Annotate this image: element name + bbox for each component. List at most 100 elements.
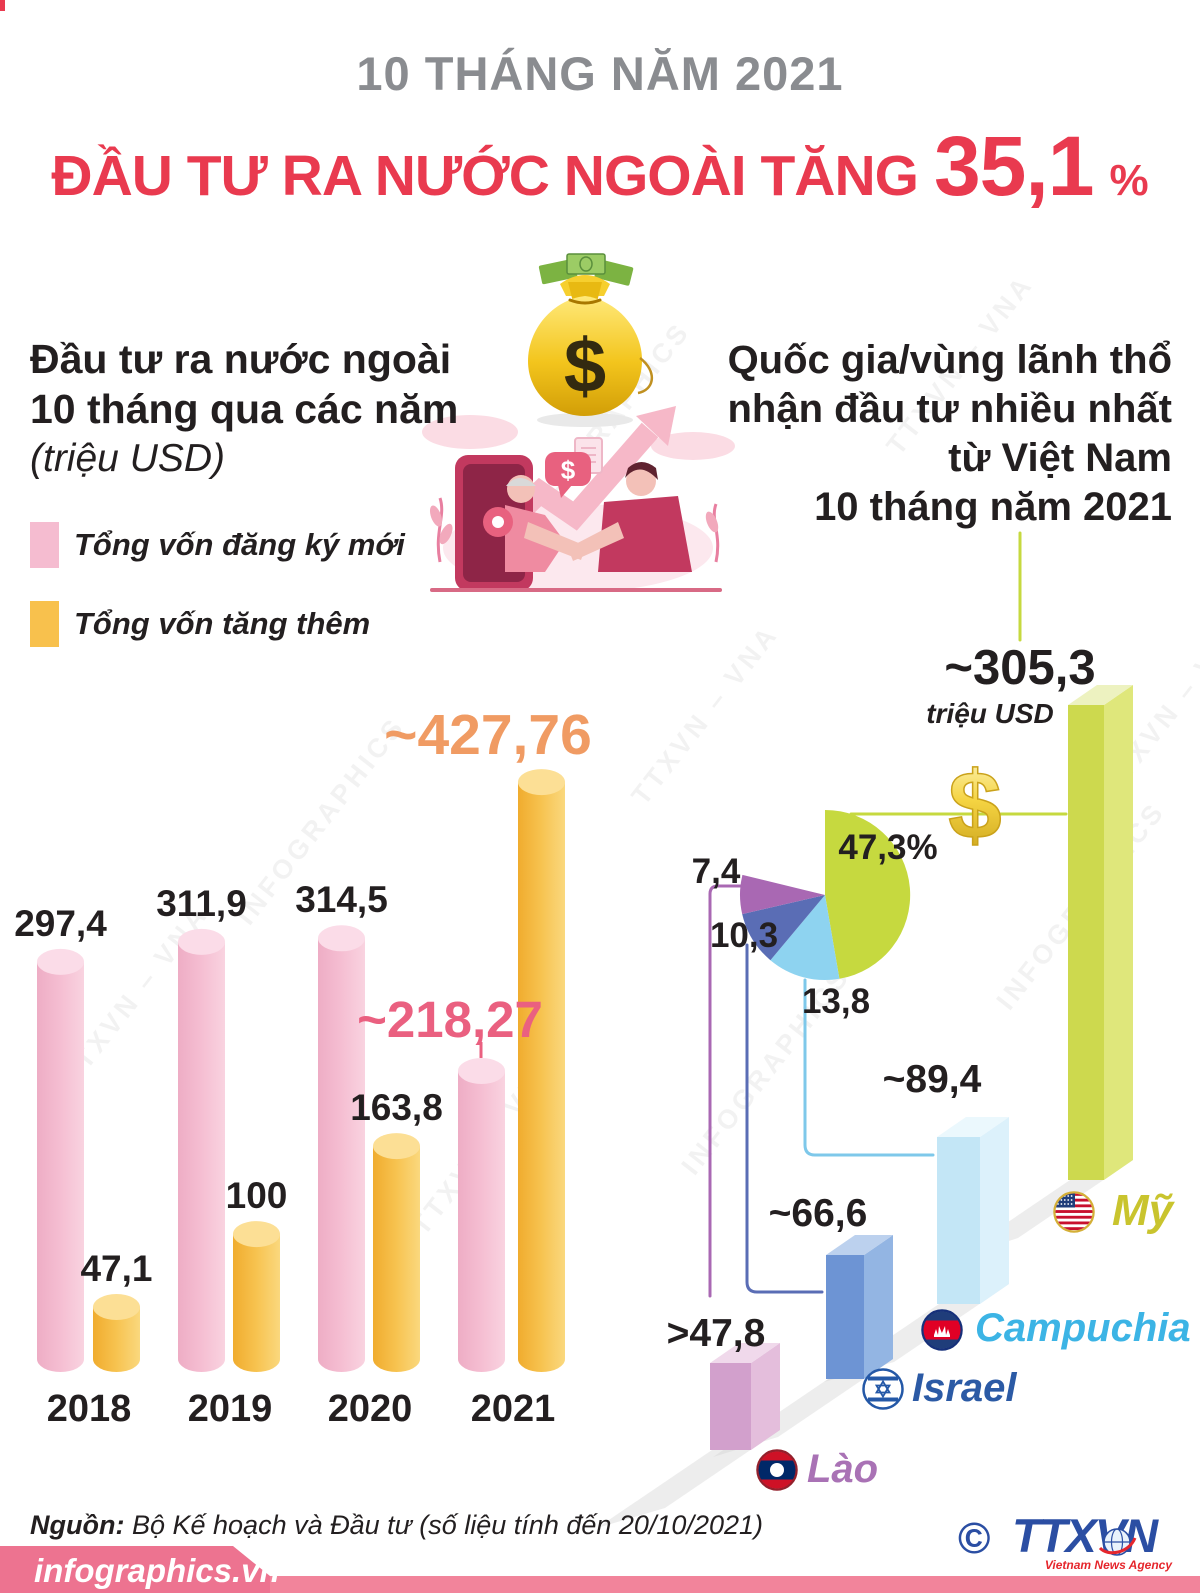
bar-value-label: 314,5 [295, 879, 388, 921]
pie-slice [742, 895, 825, 961]
bar-cylinder-bottom [318, 1346, 365, 1372]
bar-cylinder-body [318, 938, 365, 1359]
connector-line [803, 978, 935, 1157]
bar-cylinder-bottom [458, 1346, 505, 1372]
pie-slice [770, 895, 840, 981]
bar-cylinder-cap [178, 928, 225, 955]
bar-cylinder-bottom [233, 1346, 280, 1372]
headline-text: ĐẦU TƯ RA NƯỚC NGOÀI TĂNG [51, 144, 919, 208]
legend-item-added-capital: Tổng vốn tăng thêm [30, 601, 370, 647]
bar-3d-side [1104, 685, 1133, 1180]
footer-banner [0, 1546, 270, 1593]
bar-cylinder-cap [318, 925, 365, 952]
bar-value-label: 100 [225, 1175, 288, 1217]
headline-value: 35,1 [933, 119, 1094, 213]
left-chart-title: Đầu tư ra nước ngoài 10 tháng qua các nă… [30, 334, 458, 434]
bar-3d-side [980, 1117, 1009, 1304]
left-chart-unit: (triệu USD) [30, 437, 226, 480]
connector-line [745, 943, 824, 1294]
bar-3d-top [1068, 685, 1133, 705]
country-name-label: Mỹ [1112, 1186, 1174, 1235]
left-chart-title-line1: Đầu tư ra nước ngoài [30, 336, 452, 382]
page-headline: ĐẦU TƯ RA NƯỚC NGOÀI TĂNG 35,1 % [0, 118, 1200, 215]
bar-cylinder-body [458, 1071, 505, 1359]
cash-notes-icon [538, 253, 634, 286]
bar-value-label: 311,9 [156, 882, 247, 924]
legend-label: Tổng vốn tăng thêm [74, 606, 371, 641]
corner-decoration [0, 0, 5, 11]
svg-text:$: $ [561, 455, 576, 485]
bar-cylinder-bottom [518, 1346, 565, 1372]
bar-3d-front [937, 1137, 980, 1304]
bar-cylinder-bottom [93, 1346, 140, 1372]
bar-cylinder-body [373, 1146, 420, 1359]
country-name-label: Campuchia [975, 1306, 1191, 1350]
bar-value-label: ~218,27 [357, 991, 543, 1048]
year-label: 2019 [187, 1388, 273, 1430]
bar-cylinder-cap [233, 1221, 280, 1248]
ttxvn-logo: TTXVN [1012, 1509, 1158, 1562]
year-label: 2021 [470, 1388, 556, 1430]
connector-line [708, 884, 745, 1298]
bar-3d-top [826, 1235, 893, 1255]
legend-label: Tổng vốn đăng ký mới [74, 527, 405, 562]
bar-value-label: 47,1 [80, 1248, 153, 1290]
bar-3d-top [710, 1343, 780, 1363]
bar-3d-front [710, 1363, 751, 1450]
year-label: 2018 [46, 1388, 132, 1430]
right-chart-title-line4: 10 tháng năm 2021 [814, 485, 1172, 529]
left-chart-title-line2: 10 tháng qua các năm [30, 386, 459, 432]
bar-cylinder-body [37, 961, 84, 1359]
bar-3d-top [937, 1117, 1009, 1137]
ttxvn-globe-icon [1098, 1528, 1137, 1556]
legend-swatch-yellow [30, 601, 59, 647]
headline-unit: % [1109, 156, 1149, 205]
pie-slice [825, 809, 911, 979]
legend-swatch-pink [30, 522, 59, 568]
bar-value-label: ~427,76 [384, 703, 592, 767]
copyright-mark: © [958, 1514, 991, 1563]
page-kicker: 10 THÁNG NĂM 2021 [356, 47, 844, 100]
right-chart-title: Quốc gia/vùng lãnh thổ nhận đầu tư nhiều… [632, 336, 1173, 532]
money-bag-illustration: $ [528, 253, 653, 427]
svg-text:$: $ [564, 324, 606, 409]
footer-strip [0, 1576, 1200, 1593]
bar-value-label: 297,4 [14, 902, 107, 944]
country-value-label: >47,8 [666, 1312, 766, 1355]
bar-cylinder-bottom [178, 1346, 225, 1372]
source-label: Nguồn: [30, 1510, 125, 1540]
bar-shadow [597, 1430, 780, 1528]
pie-slice [740, 874, 825, 915]
year-label: 2020 [327, 1388, 413, 1430]
right-chart-title-line2: nhận đầu tư nhiều nhất [727, 387, 1173, 431]
israel-flag-icon [862, 1368, 904, 1410]
bar-value-label: 163,8 [350, 1087, 443, 1129]
bar-cylinder-cap [93, 1294, 140, 1321]
country-value-label: ~89,4 [882, 1058, 982, 1101]
country-name-label: Israel [912, 1366, 1017, 1410]
legend-item-new-capital: Tổng vốn đăng ký mới [30, 522, 405, 568]
bar-cylinder-bottom [37, 1346, 84, 1372]
bar-cylinder-bottom [373, 1346, 420, 1372]
bar-3d-side [864, 1235, 893, 1379]
right-chart-unit: triệu USD [926, 698, 1054, 729]
right-chart-title-line1: Quốc gia/vùng lãnh thổ [727, 338, 1172, 382]
us-value-label: ~305,3 [944, 641, 1096, 695]
bar-3d-front [1068, 705, 1104, 1180]
bar-cylinder-body [178, 941, 225, 1359]
handshake-illustration: $ [422, 406, 735, 592]
bar-cylinder-cap [458, 1058, 505, 1085]
source-text: Bộ Kế hoạch và Đầu tư (số liệu tính đến … [124, 1510, 764, 1540]
bar-3d-front [826, 1255, 864, 1379]
us-flag-icon [1053, 1191, 1095, 1233]
site-name: infographics.vn [34, 1552, 280, 1589]
source-note: Nguồn: Bộ Kế hoạch và Đầu tư (số liệu tí… [30, 1510, 763, 1541]
country-value-label: ~66,6 [768, 1192, 868, 1235]
country-name-label: Lào [807, 1447, 879, 1491]
bar-cylinder-cap [518, 769, 565, 796]
laos-flag-icon [756, 1449, 798, 1491]
pie-slice-label: 10,3 [709, 916, 779, 955]
pie-slice-label: 47,3% [838, 828, 938, 867]
